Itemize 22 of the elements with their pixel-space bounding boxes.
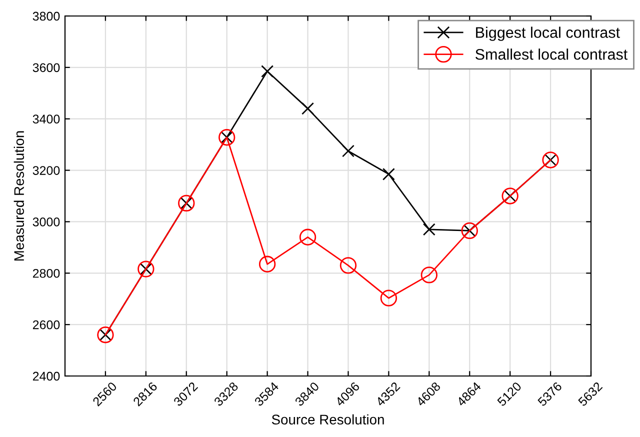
y-tick-label: 2800 — [32, 268, 60, 278]
point — [382, 168, 395, 180]
point — [380, 290, 398, 306]
point — [258, 256, 276, 272]
point — [342, 144, 354, 158]
y-tick-label: 2600 — [32, 320, 60, 330]
y-tick-label: 3600 — [32, 63, 60, 72]
point — [299, 228, 316, 246]
point — [302, 102, 314, 115]
x-axis-title: Source Resolution — [272, 414, 384, 425]
y-tick-label: 3200 — [32, 166, 60, 175]
y-tick-label: 3000 — [32, 218, 60, 226]
y-tick-label: 3400 — [32, 114, 60, 124]
point — [261, 65, 274, 78]
legend-label: Smallest local contrast — [476, 48, 628, 60]
legend-label: Biggest local contrast — [476, 26, 620, 41]
y-axis-title: Measured Resolution — [14, 131, 24, 260]
y-tick-label: 3800 — [32, 12, 60, 21]
point — [340, 257, 357, 274]
point — [422, 223, 436, 236]
y-tick-label: 2400 — [32, 372, 60, 381]
point — [420, 266, 438, 284]
